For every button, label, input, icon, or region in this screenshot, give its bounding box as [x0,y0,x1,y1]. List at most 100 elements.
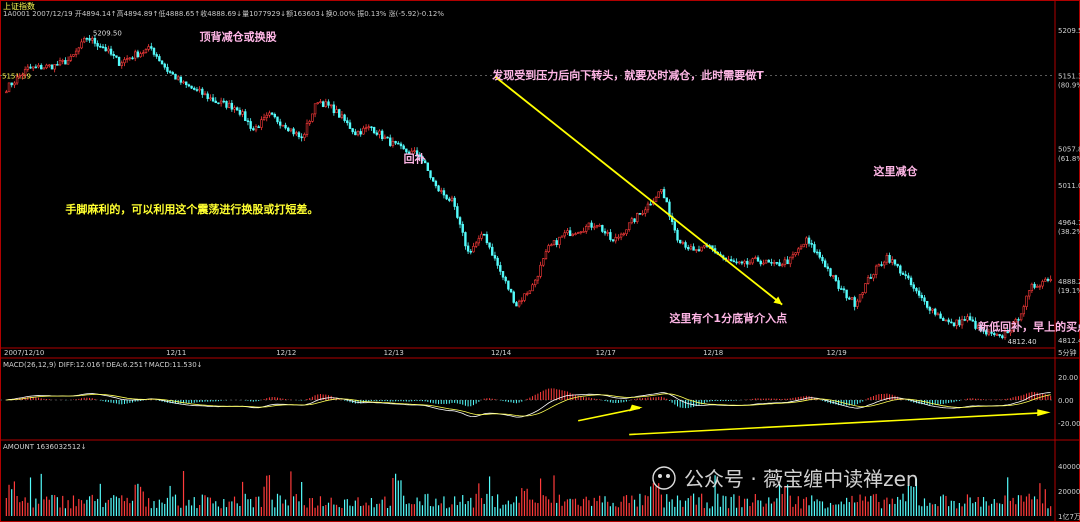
candle-body [968,316,972,321]
candle-body [405,148,408,153]
candle-body [211,97,215,102]
candle-body [117,56,121,66]
timeframe-label: 5分钟 [1058,348,1076,357]
candle-body [431,177,435,182]
candle-body [236,107,239,111]
candle-body [515,302,518,307]
candle-body [630,218,634,224]
candle-body [305,123,309,135]
candle-body [963,319,966,321]
candle-body [654,197,658,203]
candle-body [147,46,150,50]
candle-body [109,48,113,55]
candle-body [614,237,617,242]
candle-body [458,217,462,225]
candle-body [152,48,156,55]
candle-body [219,100,223,104]
candle-body [45,64,48,69]
candle-body [536,276,540,281]
candle-body [61,60,64,62]
low-price-label: 4812.40 [1008,338,1037,346]
candle-body [636,213,639,222]
candle-body [386,136,389,139]
candle-body [338,109,341,118]
candle-body [595,225,599,228]
candle-body [534,279,537,286]
candle-body [163,63,166,68]
amount-axis-tick: 200000 [1058,488,1080,496]
candle-body [888,255,891,263]
candle-body [397,142,400,145]
candle-body [512,291,515,303]
candle-body [440,190,443,192]
candle-body [72,54,75,57]
chart-annotation: 这里有个1分底背介入点 [669,311,787,325]
macd-diff-line [6,392,1051,418]
candle-body [601,224,604,232]
candle-body [198,88,201,91]
candle-body [496,257,499,266]
candle-body [34,66,38,69]
candle-body [421,156,424,162]
candle-body [168,71,172,73]
candle-body [423,160,427,164]
candle-body [203,93,207,96]
candle-body [756,257,760,262]
candle-body [896,263,899,267]
candle-body [380,130,384,140]
candle-body [469,250,472,253]
candle-body [638,213,642,215]
macd-label: MACD(26,12,9) DIFF:12.016↑DEA:6.251↑MACD… [3,361,203,369]
candle-body [1003,331,1007,339]
candle-body [493,255,497,259]
candle-body [343,114,346,121]
candle-body [407,151,411,155]
candle-body [783,259,787,265]
candle-body [262,117,266,120]
candle-body [206,93,209,99]
candle-body [998,334,1001,336]
macd-divergence-arrow-1 [578,407,641,422]
candle-body [732,260,736,263]
candle-body [1038,285,1042,288]
candle-body [1022,306,1026,315]
watermark-logo-icon [652,466,676,490]
candle-body [528,290,532,294]
candle-body [415,150,419,156]
candle-body [746,260,749,265]
candle-body [754,257,757,260]
candle-body [912,284,915,289]
candle-body [542,258,545,266]
candle-body [531,284,534,292]
candle-body [171,72,174,75]
candle-body [692,246,695,251]
date-axis-tick: 12/18 [703,349,723,357]
candle-body [1019,313,1023,321]
watermark-logo-eye-icon [666,474,670,478]
candle-body [252,128,255,131]
candle-body [472,246,475,253]
candle-body [40,64,43,70]
candle-body [131,57,134,60]
candle-body [225,100,228,108]
candle-body [955,319,958,327]
candle-body [810,243,813,245]
watermark-text: 公众号 · 薇宝缠中读禅zen [684,467,919,491]
candle-body [874,265,878,275]
candle-body [864,283,867,294]
candle-body [313,103,317,115]
candle-body [544,251,548,259]
candle-body [947,319,950,323]
candle-body [155,54,158,57]
candle-body [603,231,607,234]
candle-body [7,82,11,93]
candle-body [1041,281,1044,287]
candle-body [303,134,306,139]
candle-body [399,143,403,147]
candle-body [176,76,180,80]
candle-body [297,132,301,138]
candle-body [563,232,566,237]
candle-body [37,64,40,68]
candle-body [445,194,448,200]
price-axis-tick: 5011.0 [1058,182,1080,190]
